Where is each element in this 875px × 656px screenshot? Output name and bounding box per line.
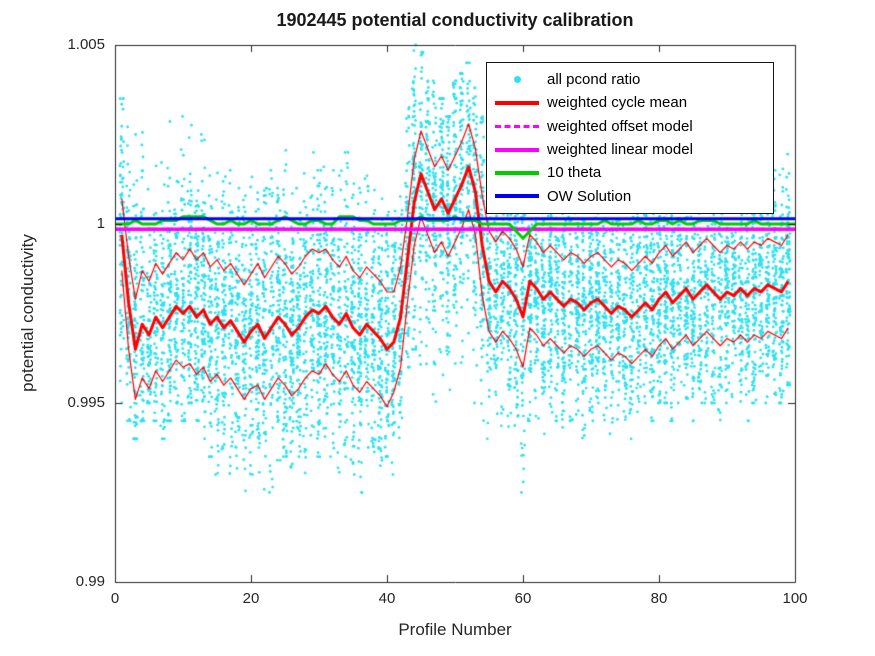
- x-tick-label-40: 40: [378, 590, 396, 607]
- legend-entry-weighted-cycle-mean: weighted cycle mean: [487, 92, 773, 114]
- legend-swatch-wrap: [487, 100, 547, 105]
- theta-line-swatch: [495, 170, 539, 175]
- scatter-marker-swatch: [513, 76, 521, 84]
- legend-label: OW Solution: [547, 187, 632, 205]
- y-tick-label-0-99: 0.99: [75, 573, 105, 590]
- legend-label: weighted offset model: [547, 117, 693, 135]
- legend-label: all pcond ratio: [547, 71, 641, 89]
- legend-swatch-wrap: [487, 76, 547, 84]
- legend-entry-weighted-linear-model: weighted linear model: [487, 139, 773, 161]
- legend-label: 10 theta: [547, 164, 602, 182]
- legend-entry-all-pcond-ratio: all pcond ratio: [487, 69, 773, 91]
- cycle-mean-line-swatch: [495, 100, 539, 105]
- legend-swatch-wrap: [487, 124, 547, 128]
- ow-solution-line-swatch: [495, 194, 539, 199]
- y-axis-label: potential conductivity: [18, 234, 37, 392]
- legend-label: weighted linear model: [547, 141, 693, 159]
- x-tick-label-0: 0: [110, 590, 120, 607]
- x-tick-label-20: 20: [242, 590, 260, 607]
- x-tick-label-100: 100: [782, 590, 808, 607]
- chart-title: 1902445 potential conductivity calibrati…: [276, 10, 634, 30]
- offset-model-dash-swatch: [495, 124, 539, 128]
- x-tick-label-60: 60: [514, 590, 532, 607]
- y-tick-label-0-995: 0.995: [67, 394, 105, 411]
- legend-entry-ow-solution: OW Solution: [487, 185, 773, 207]
- legend-entry-10-theta: 10 theta: [487, 162, 773, 184]
- legend-swatch-wrap: [487, 194, 547, 199]
- y-tick-label-1: 1: [96, 215, 105, 232]
- legend: all pcond ratio weighted cycle mean weig…: [486, 62, 774, 214]
- legend-label: weighted cycle mean: [547, 94, 688, 112]
- linear-model-line-swatch: [495, 147, 539, 152]
- x-axis-label: Profile Number: [398, 620, 512, 639]
- legend-entry-weighted-offset-model: weighted offset model: [487, 115, 773, 137]
- x-tick-label-80: 80: [650, 590, 668, 607]
- legend-swatch-wrap: [487, 147, 547, 152]
- legend-swatch-wrap: [487, 170, 547, 175]
- y-tick-label-1-005: 1.005: [67, 36, 105, 53]
